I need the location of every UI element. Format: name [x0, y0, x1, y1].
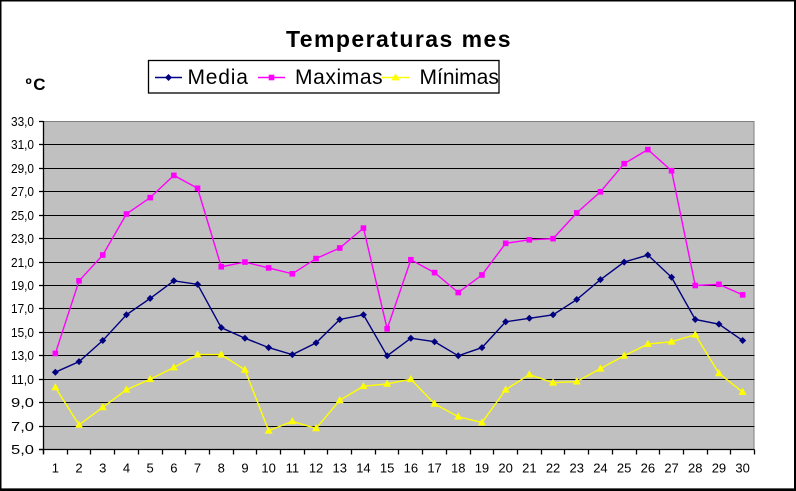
svg-text:27,0: 27,0	[11, 184, 34, 199]
svg-text:ºC: ºC	[26, 75, 48, 94]
svg-text:28: 28	[688, 460, 702, 475]
svg-text:12: 12	[309, 460, 323, 475]
svg-text:Temperaturas mes: Temperaturas mes	[286, 26, 512, 52]
svg-text:22: 22	[546, 460, 560, 475]
svg-text:29,0: 29,0	[11, 161, 34, 176]
svg-text:2: 2	[75, 460, 82, 475]
svg-text:25: 25	[617, 460, 631, 475]
svg-text:5,0: 5,0	[11, 442, 34, 457]
svg-text:15: 15	[380, 460, 394, 475]
svg-text:7,0: 7,0	[11, 419, 34, 434]
svg-text:Mínimas: Mínimas	[420, 66, 499, 89]
svg-text:3: 3	[99, 460, 106, 475]
svg-text:4: 4	[123, 460, 130, 475]
svg-text:10: 10	[261, 460, 275, 475]
svg-text:11: 11	[286, 460, 300, 475]
svg-text:29: 29	[712, 460, 726, 475]
svg-text:23: 23	[570, 460, 584, 475]
svg-text:30: 30	[735, 460, 749, 475]
svg-text:31,0: 31,0	[11, 137, 34, 152]
svg-text:1: 1	[52, 460, 59, 475]
svg-text:16: 16	[404, 460, 418, 475]
svg-text:11,0: 11,0	[11, 372, 34, 387]
svg-text:9,0: 9,0	[11, 395, 34, 410]
svg-text:Media: Media	[188, 66, 249, 89]
svg-text:20: 20	[498, 460, 512, 475]
svg-text:7: 7	[194, 460, 201, 475]
svg-text:19,0: 19,0	[11, 278, 34, 293]
svg-text:13,0: 13,0	[11, 348, 34, 363]
svg-text:17,0: 17,0	[11, 301, 34, 316]
svg-text:5: 5	[147, 460, 154, 475]
svg-text:Maximas: Maximas	[295, 66, 383, 89]
svg-text:17: 17	[427, 460, 441, 475]
svg-text:27: 27	[664, 460, 678, 475]
svg-text:21: 21	[522, 460, 536, 475]
svg-text:6: 6	[170, 460, 177, 475]
svg-text:33,0: 33,0	[11, 114, 34, 129]
svg-text:15,0: 15,0	[11, 325, 34, 340]
svg-text:21,0: 21,0	[11, 255, 34, 270]
svg-text:23,0: 23,0	[11, 231, 34, 246]
svg-text:25,0: 25,0	[11, 208, 34, 223]
svg-text:8: 8	[218, 460, 225, 475]
svg-text:18: 18	[451, 460, 465, 475]
svg-text:19: 19	[475, 460, 489, 475]
svg-text:13: 13	[333, 460, 347, 475]
svg-text:14: 14	[356, 460, 370, 475]
svg-text:26: 26	[641, 460, 655, 475]
svg-text:24: 24	[593, 460, 607, 475]
svg-text:9: 9	[241, 460, 248, 475]
